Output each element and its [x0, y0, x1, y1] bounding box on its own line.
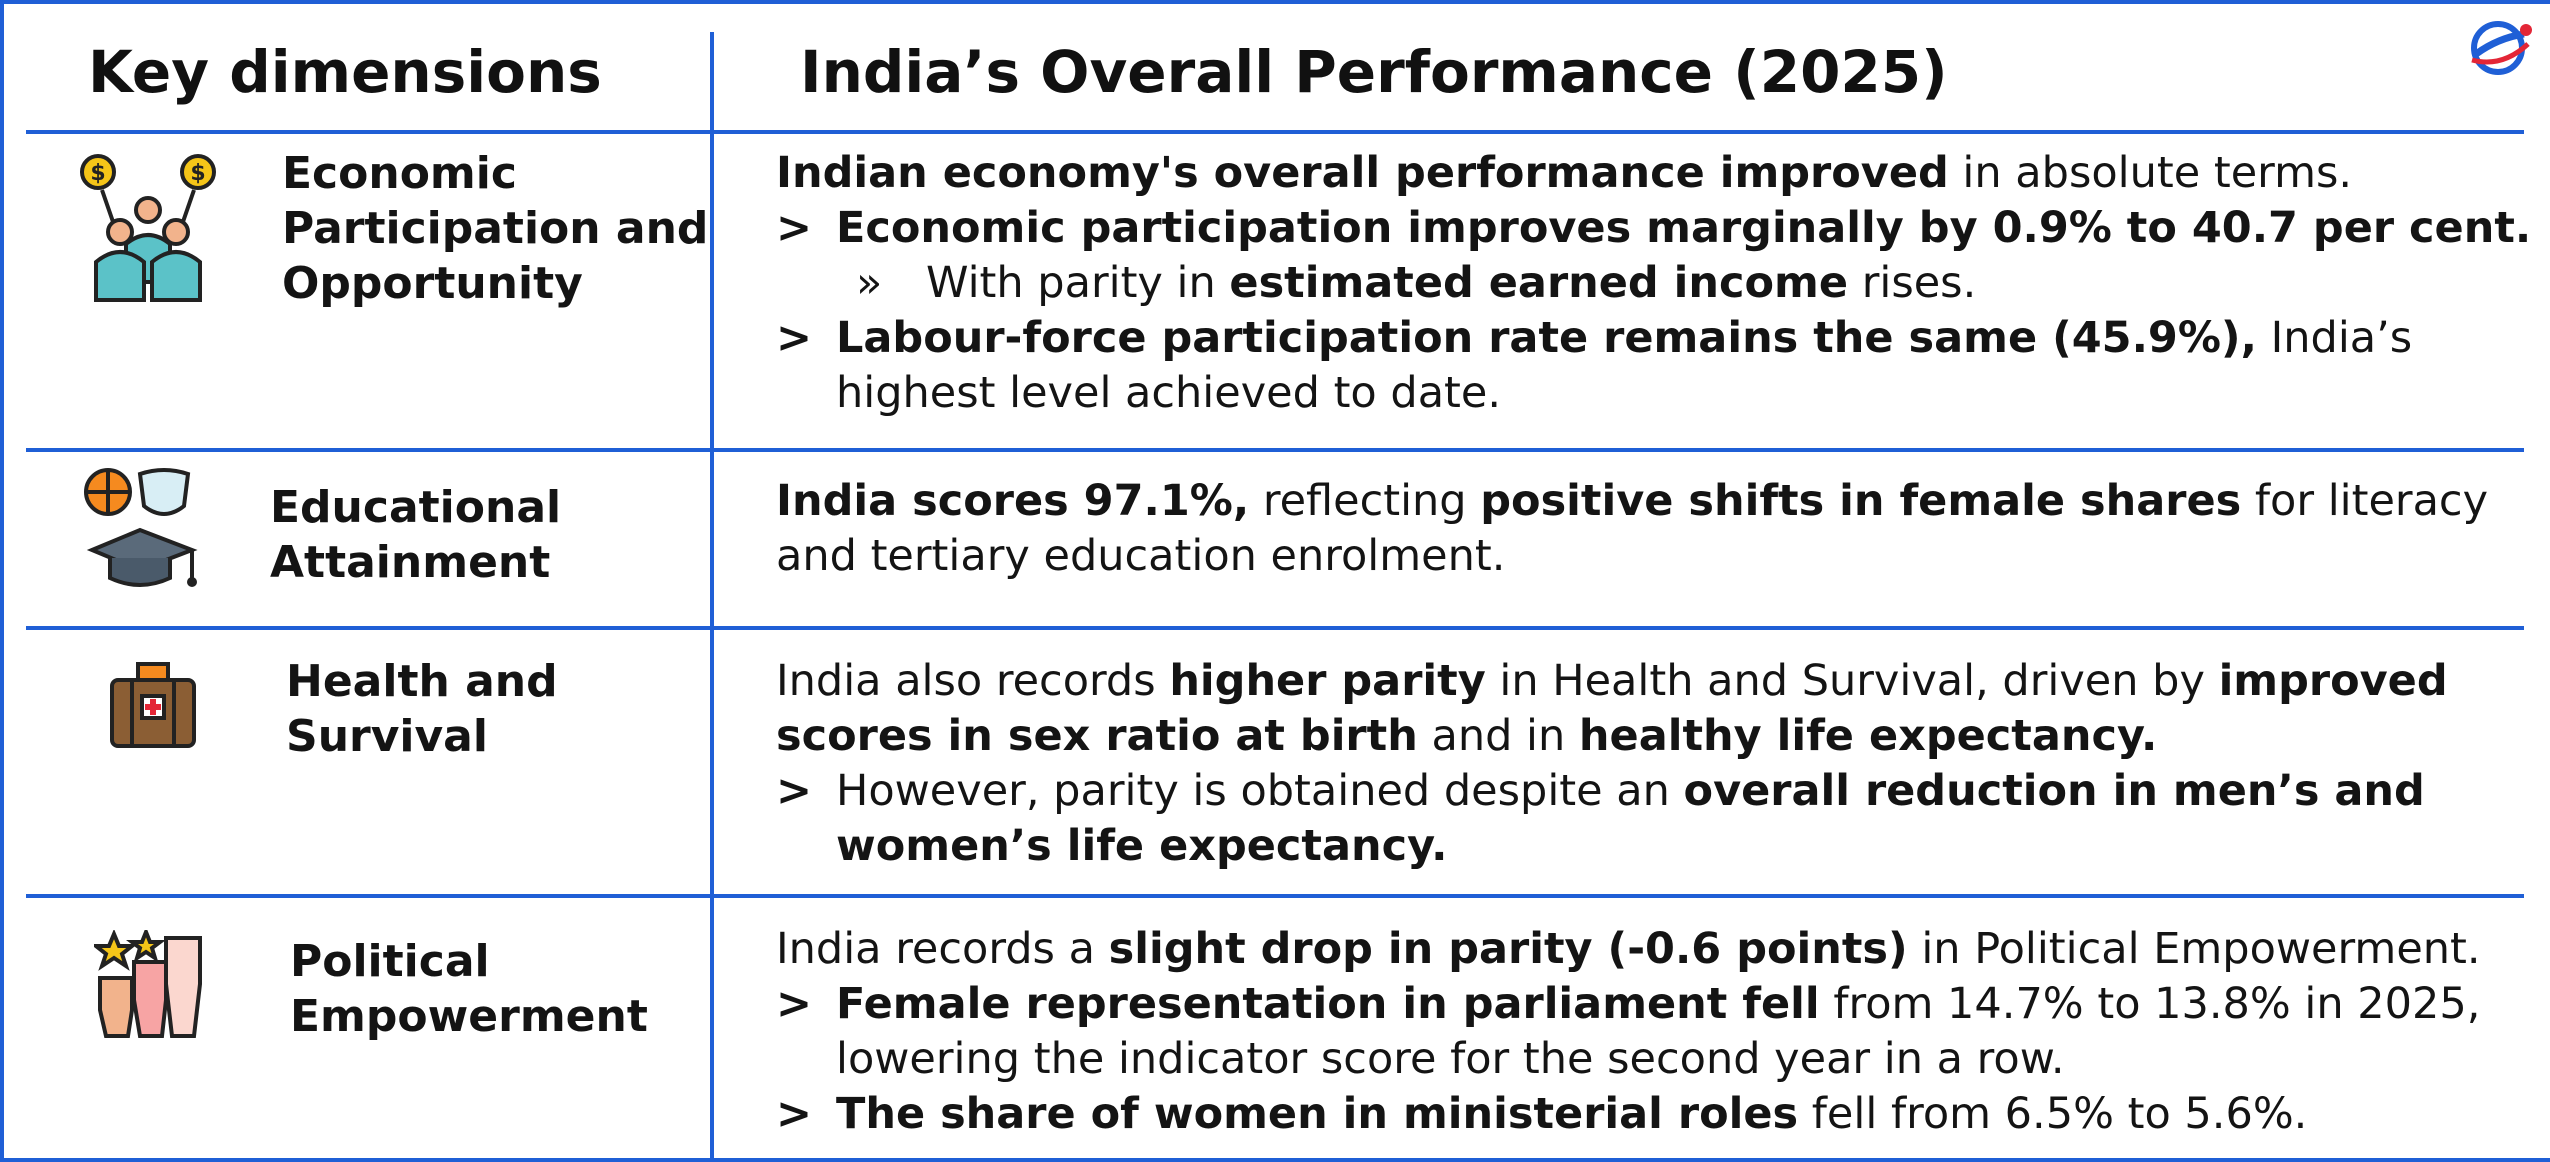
raised-fists-icon	[94, 930, 202, 1038]
sub-bullet-line: » With parity in estimated earned income …	[856, 258, 1977, 308]
row-divider	[26, 894, 2524, 898]
svg-text:$: $	[90, 161, 105, 186]
performance-cell: Indian economy's overall performance imp…	[776, 146, 2532, 421]
people-coins-icon: $ $	[80, 154, 216, 302]
performance-cell: India scores 97.1%, reflecting positive …	[776, 474, 2516, 584]
column-header-performance: India’s Overall Performance (2025)	[800, 38, 1948, 106]
text-line: Indian economy's overall performance imp…	[776, 148, 2353, 198]
brand-logo-icon	[2471, 21, 2532, 75]
row-divider	[26, 626, 2524, 630]
bullet-line: > Female representation in parliament fel…	[776, 979, 2481, 1029]
medical-kit-icon	[110, 662, 196, 748]
text-line: India records a slight drop in parity (-…	[776, 924, 2481, 974]
dimension-label: Health and Survival	[286, 656, 558, 762]
row-divider	[26, 448, 2524, 452]
text-line: highest level achieved to date.	[836, 368, 1502, 418]
bullet-line: > Labour-force participation rate remains…	[776, 313, 2413, 363]
text-line: women’s life expectancy.	[836, 821, 1448, 871]
text-line: India also records higher parity in Heal…	[776, 656, 2448, 706]
bullet-line: > The share of women in ministerial roles…	[776, 1089, 2308, 1139]
bullet-line: > Economic participation improves margina…	[776, 203, 2532, 253]
text-line: India scores 97.1%, reflecting positive …	[776, 476, 2489, 526]
header-divider	[26, 130, 2524, 134]
dimension-label: Economic Participation and Opportunity	[282, 148, 709, 309]
dimension-label: Educational Attainment	[270, 482, 562, 588]
text-line: scores in sex ratio at birth and in heal…	[776, 711, 2158, 761]
text-line: lowering the indicator score for the sec…	[836, 1034, 2065, 1084]
performance-cell: India records a slight drop in parity (-…	[776, 922, 2516, 1142]
column-divider	[710, 32, 714, 1162]
column-header-dimensions: Key dimensions	[88, 38, 602, 106]
education-icon	[84, 468, 198, 587]
text-line: and tertiary education enrolment.	[776, 531, 1506, 581]
svg-text:$: $	[190, 161, 205, 186]
performance-cell: India also records higher parity in Heal…	[776, 654, 2516, 874]
bullet-line: > However, parity is obtained despite an …	[776, 766, 2425, 816]
dimension-label: Political Empowerment	[290, 936, 648, 1042]
